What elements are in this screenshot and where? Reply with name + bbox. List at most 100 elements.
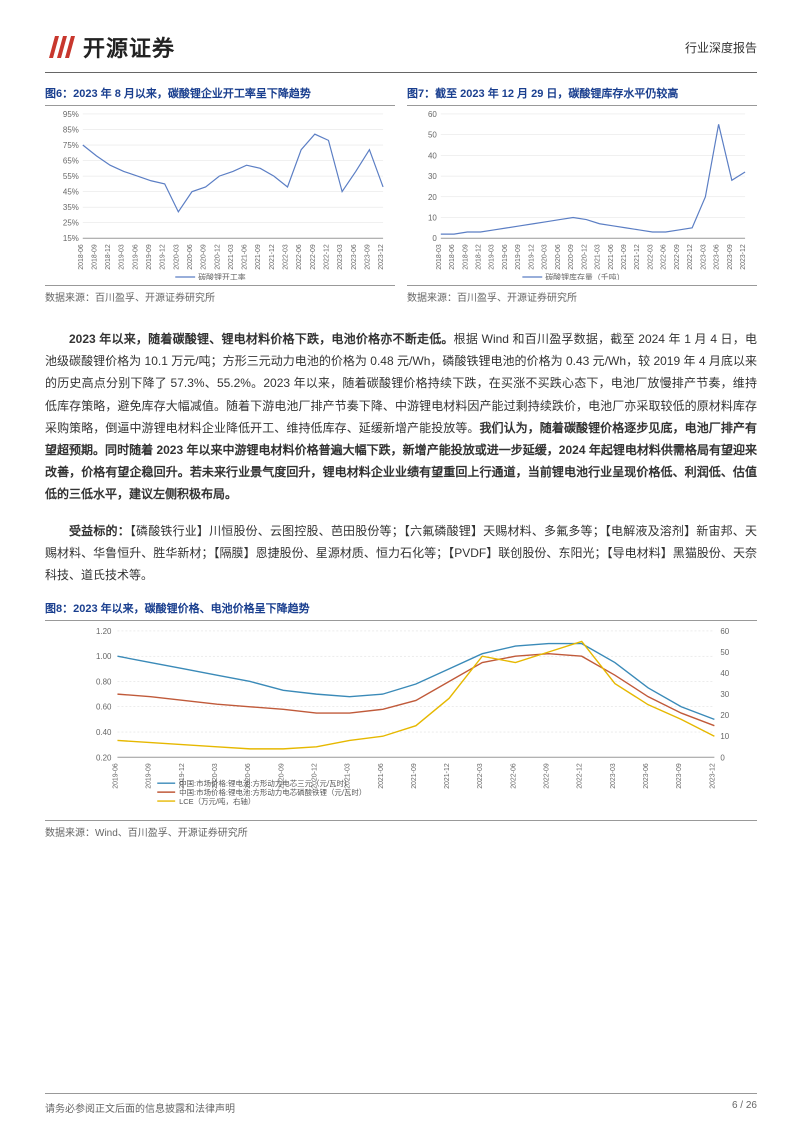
svg-text:2019-06: 2019-06 <box>112 763 119 789</box>
svg-text:LCE（万元/吨，右轴）: LCE（万元/吨，右轴） <box>179 796 255 806</box>
svg-text:2019-03: 2019-03 <box>489 244 496 270</box>
svg-text:2022-12: 2022-12 <box>577 763 584 789</box>
svg-text:0.20: 0.20 <box>96 753 112 762</box>
svg-text:2020-12: 2020-12 <box>581 244 588 270</box>
svg-text:2021-12: 2021-12 <box>444 763 451 789</box>
svg-text:2019-09: 2019-09 <box>146 244 153 270</box>
svg-text:45%: 45% <box>63 188 79 197</box>
svg-text:2023-03: 2023-03 <box>610 763 617 789</box>
svg-text:2022-12: 2022-12 <box>323 244 330 270</box>
svg-text:2021-09: 2021-09 <box>411 763 418 789</box>
svg-text:2021-09: 2021-09 <box>621 244 628 270</box>
svg-text:2023-03: 2023-03 <box>700 244 707 270</box>
svg-text:2019-09: 2019-09 <box>515 244 522 270</box>
svg-text:2020-12: 2020-12 <box>214 244 221 270</box>
svg-text:2020-03: 2020-03 <box>173 244 180 270</box>
chart-row-6-7: 图6：2023 年 8 月以来，碳酸锂企业开工率呈下降趋势 15%25%35%4… <box>45 85 757 304</box>
svg-text:2021-06: 2021-06 <box>608 244 615 270</box>
svg-text:2018-09: 2018-09 <box>462 244 469 270</box>
chart6-container: 图6：2023 年 8 月以来，碳酸锂企业开工率呈下降趋势 15%25%35%4… <box>45 85 395 304</box>
svg-text:中国:市场价格:锂电池:方形动力电芯三元（元/瓦时）: 中国:市场价格:锂电池:方形动力电芯三元（元/瓦时） <box>179 778 351 788</box>
svg-text:1.00: 1.00 <box>96 652 112 661</box>
svg-text:2022-12: 2022-12 <box>687 244 694 270</box>
chart7-title: 图7：截至 2023 年 12 月 29 日，碳酸锂库存水平仍较高 <box>407 85 757 101</box>
svg-text:20: 20 <box>428 193 437 202</box>
p1-rest: 根据 Wind 和百川盈孚数据，截至 2024 年 1 月 4 日，电池级碳酸锂… <box>45 332 757 435</box>
svg-text:0.40: 0.40 <box>96 728 112 737</box>
targets-text: 【磷酸铁行业】川恒股份、云图控股、芭田股份等；【六氟磷酸锂】天赐材料、多氟多等；… <box>45 524 757 582</box>
svg-text:2023-09: 2023-09 <box>676 763 683 789</box>
svg-text:0: 0 <box>432 234 437 243</box>
svg-text:2021-06: 2021-06 <box>378 763 385 789</box>
svg-text:30: 30 <box>428 172 437 181</box>
svg-text:0: 0 <box>720 753 725 762</box>
chart6-source: 数据来源：百川盈孚、开源证券研究所 <box>45 285 395 304</box>
svg-text:0.80: 0.80 <box>96 678 112 687</box>
chart8-title: 图8：2023 年以来，碳酸锂价格、电池价格呈下降趋势 <box>45 600 757 616</box>
chart8-container: 图8：2023 年以来，碳酸锂价格、电池价格呈下降趋势 0.20 0.40 0.60… <box>45 600 757 839</box>
svg-text:2018-12: 2018-12 <box>475 244 482 270</box>
svg-text:40: 40 <box>720 669 729 678</box>
svg-text:60: 60 <box>428 110 437 119</box>
svg-text:2023-06: 2023-06 <box>351 244 358 270</box>
svg-text:2023-09: 2023-09 <box>364 244 371 270</box>
svg-text:2023-12: 2023-12 <box>378 244 385 270</box>
svg-text:2019-03: 2019-03 <box>119 244 126 270</box>
svg-text:2020-06: 2020-06 <box>187 244 194 270</box>
svg-text:85%: 85% <box>63 125 79 134</box>
chart8: 0.200.400.600.801.001.200102030405060201… <box>45 620 757 815</box>
svg-text:2020-09: 2020-09 <box>568 244 575 270</box>
svg-text:2018-06: 2018-06 <box>78 244 85 270</box>
svg-text:2019-12: 2019-12 <box>160 244 167 270</box>
svg-text:10: 10 <box>720 732 729 741</box>
svg-text:2018-06: 2018-06 <box>449 244 456 270</box>
svg-text:75%: 75% <box>63 141 79 150</box>
svg-text:40: 40 <box>428 151 437 160</box>
svg-text:55%: 55% <box>63 172 79 181</box>
svg-text:2023-06: 2023-06 <box>643 763 650 789</box>
chart7-container: 图7：截至 2023 年 12 月 29 日，碳酸锂库存水平仍较高 0 10 20 3… <box>407 85 757 304</box>
svg-text:2020-09: 2020-09 <box>201 244 208 270</box>
chart7: 01020304050602018-032018-062018-092018-1… <box>407 105 757 280</box>
svg-text:2022-06: 2022-06 <box>661 244 668 270</box>
svg-text:2022-09: 2022-09 <box>674 244 681 270</box>
svg-text:15%: 15% <box>63 234 79 243</box>
svg-text:2023-12: 2023-12 <box>709 763 716 789</box>
svg-text:95%: 95% <box>63 110 79 119</box>
chart8-source: 数据来源：Wind、百川盈孚、开源证券研究所 <box>45 820 757 839</box>
footer-disclaimer: 请务必参阅正文后面的信息披露和法律声明 <box>45 1100 235 1115</box>
svg-text:碳酸锂库存量（千吨）: 碳酸锂库存量（千吨） <box>545 272 624 280</box>
svg-text:2022-06: 2022-06 <box>296 244 303 270</box>
chart6: 15%25%35%45%55%65%75%85%95%2018-062018-0… <box>45 105 395 280</box>
svg-text:65%: 65% <box>63 157 79 166</box>
paragraph-1: 2023 年以来，随着碳酸锂、锂电材料价格下跌，电池价格亦不断走低。根据 Win… <box>45 328 757 506</box>
svg-text:2022-09: 2022-09 <box>310 244 317 270</box>
svg-text:2022-03: 2022-03 <box>647 244 654 270</box>
svg-text:2023-03: 2023-03 <box>337 244 344 270</box>
doc-type: 行业深度报告 <box>685 39 757 56</box>
svg-text:50: 50 <box>720 648 729 657</box>
svg-text:2018-03: 2018-03 <box>436 244 443 270</box>
svg-text:35%: 35% <box>63 203 79 212</box>
svg-text:2019-06: 2019-06 <box>132 244 139 270</box>
logo-text: 开源证券 <box>83 31 175 63</box>
svg-text:2023-06: 2023-06 <box>714 244 721 270</box>
svg-text:10: 10 <box>428 214 437 223</box>
logo: 开源证券 <box>45 30 175 64</box>
svg-text:2021-06: 2021-06 <box>242 244 249 270</box>
svg-text:1.20: 1.20 <box>96 627 112 636</box>
svg-text:2021-09: 2021-09 <box>255 244 262 270</box>
svg-text:60: 60 <box>720 627 729 636</box>
svg-text:0.60: 0.60 <box>96 703 112 712</box>
chart6-title: 图6：2023 年 8 月以来，碳酸锂企业开工率呈下降趋势 <box>45 85 395 101</box>
page-header: 开源证券 行业深度报告 <box>45 30 757 73</box>
svg-text:2022-03: 2022-03 <box>477 763 484 789</box>
svg-text:2020-03: 2020-03 <box>542 244 549 270</box>
svg-text:2021-12: 2021-12 <box>634 244 641 270</box>
svg-text:20: 20 <box>720 711 729 720</box>
logo-icon <box>45 30 75 64</box>
svg-text:2018-09: 2018-09 <box>91 244 98 270</box>
footer-page: 6 / 26 <box>732 1100 757 1115</box>
svg-text:碳酸锂开工率: 碳酸锂开工率 <box>198 272 246 280</box>
svg-text:2023-09: 2023-09 <box>727 244 734 270</box>
